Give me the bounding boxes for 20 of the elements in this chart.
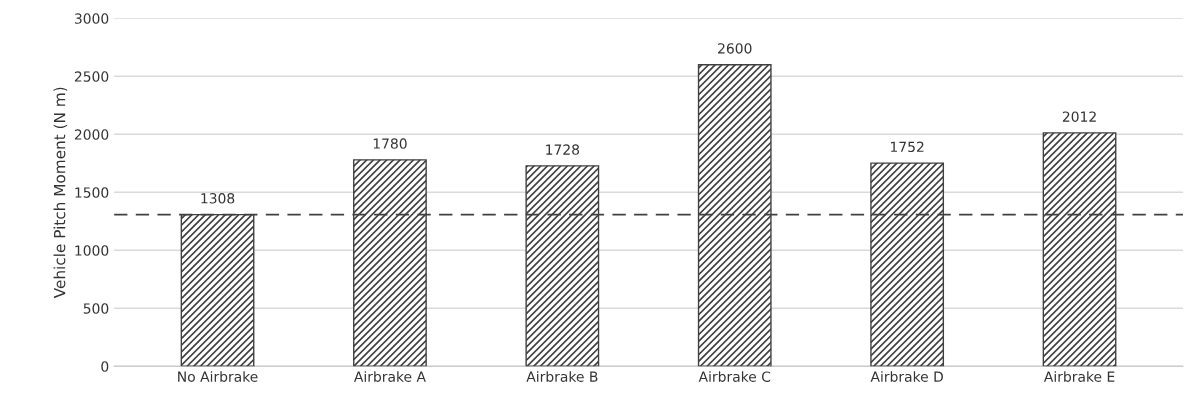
- y-tick-label: 1000: [75, 245, 109, 256]
- y-axis-title: Vehicle Pitch Moment (N m): [53, 87, 68, 299]
- data-label: 1308: [201, 193, 235, 204]
- y-tick-label: 1500: [75, 187, 109, 198]
- y-tick-label: 0: [101, 361, 109, 372]
- data-label: 2600: [718, 43, 752, 54]
- data-label: 1752: [890, 141, 924, 153]
- y-tick-label: 500: [83, 303, 109, 314]
- y-tick-label: 2000: [74, 129, 109, 140]
- data-label: 2012: [1062, 111, 1096, 122]
- data-label: 1780: [373, 138, 407, 149]
- x-tick-label: Airbrake B: [526, 371, 598, 382]
- data-label: 1728: [546, 144, 580, 155]
- y-tick-label: 2500: [74, 71, 109, 82]
- x-tick-label: Airbrake C: [698, 371, 771, 382]
- x-tick-label: Airbrake D: [870, 371, 943, 382]
- x-tick-label: Airbrake E: [1043, 371, 1115, 382]
- y-tick-label: 3000: [74, 13, 109, 24]
- x-tick-label: No Airbrake: [178, 371, 258, 382]
- x-tick-label: Airbrake A: [353, 371, 426, 382]
